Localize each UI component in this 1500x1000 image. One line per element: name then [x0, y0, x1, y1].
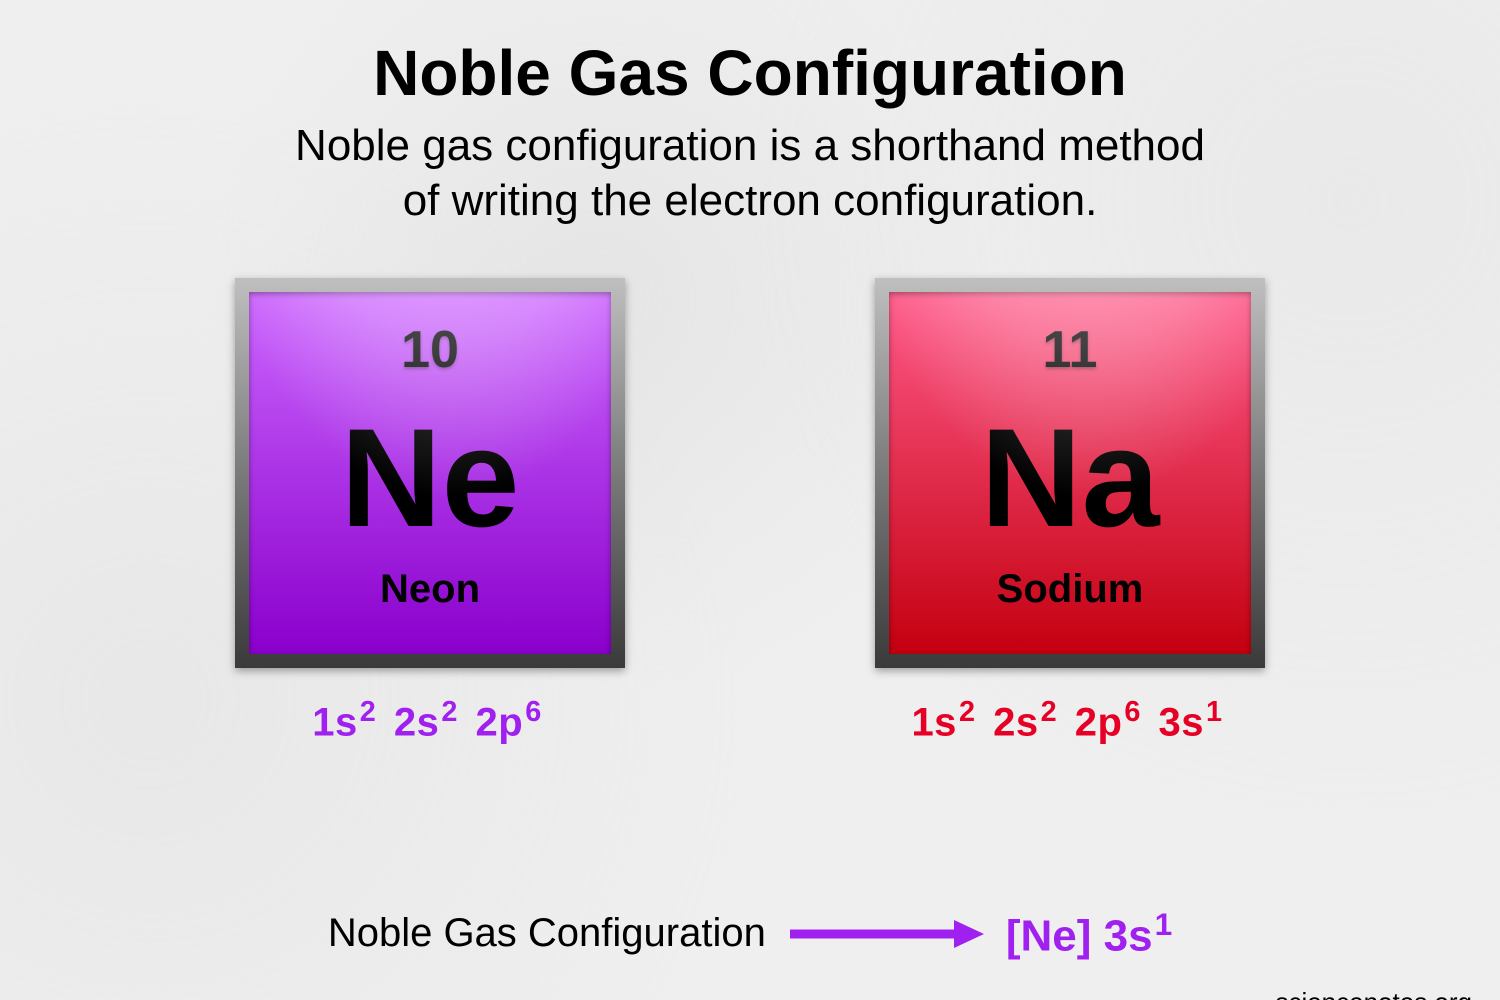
ngc-short-sup: 1 — [1155, 906, 1173, 942]
electron-config-sodium: 1s2 2s2 2p6 3s1 — [911, 696, 1228, 745]
element-name: Sodium — [889, 567, 1251, 612]
ngc-short-prefix: [Ne] 3s — [1006, 912, 1153, 961]
subtitle-line-2: of writing the electron configuration. — [403, 176, 1098, 225]
element-tile-neon: 10 Ne Neon — [235, 278, 625, 668]
element-tile-sodium-wrap: 11 Na Sodium 1s2 2s2 2p6 3s1 — [875, 278, 1265, 745]
element-tile-neon-inner: 10 Ne Neon — [249, 292, 611, 654]
element-symbol: Ne — [249, 397, 611, 559]
electron-config-neon: 1s2 2s2 2p6 — [312, 696, 547, 745]
noble-gas-short-config: [Ne] 3s1 — [1006, 906, 1172, 962]
element-name: Neon — [249, 567, 611, 612]
page-title: Noble Gas Configuration — [0, 36, 1500, 110]
atomic-number: 10 — [249, 320, 611, 380]
arrow-icon — [786, 916, 986, 952]
atomic-number: 11 — [889, 320, 1251, 380]
credit-label: sciencenotes.org — [1275, 987, 1472, 1000]
element-tile-sodium: 11 Na Sodium — [875, 278, 1265, 668]
subtitle-line-1: Noble gas configuration is a shorthand m… — [295, 121, 1205, 170]
element-tile-sodium-inner: 11 Na Sodium — [889, 292, 1251, 654]
element-symbol: Na — [889, 397, 1251, 559]
element-tile-neon-wrap: 10 Ne Neon 1s2 2s2 2p6 — [235, 278, 625, 745]
noble-gas-config-label: Noble Gas Configuration — [328, 911, 766, 956]
noble-gas-shorthand-row: Noble Gas Configuration [Ne] 3s1 — [0, 906, 1500, 962]
element-tiles-row: 10 Ne Neon 1s2 2s2 2p6 11 Na Sodium 1s2 … — [0, 278, 1500, 745]
page-subtitle: Noble gas configuration is a shorthand m… — [0, 118, 1500, 228]
